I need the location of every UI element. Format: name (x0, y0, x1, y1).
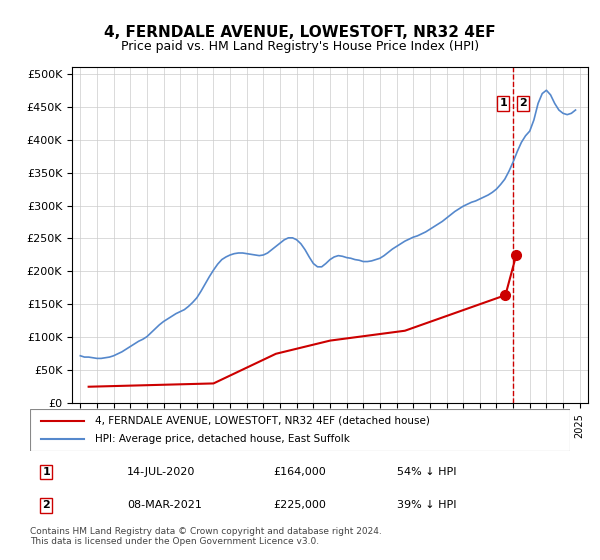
Text: £225,000: £225,000 (273, 501, 326, 510)
Text: 4, FERNDALE AVENUE, LOWESTOFT, NR32 4EF: 4, FERNDALE AVENUE, LOWESTOFT, NR32 4EF (104, 25, 496, 40)
Text: £164,000: £164,000 (273, 467, 326, 477)
Text: 54% ↓ HPI: 54% ↓ HPI (397, 467, 457, 477)
Text: 1: 1 (499, 99, 507, 109)
Text: HPI: Average price, detached house, East Suffolk: HPI: Average price, detached house, East… (95, 434, 350, 444)
Text: Contains HM Land Registry data © Crown copyright and database right 2024.
This d: Contains HM Land Registry data © Crown c… (30, 526, 382, 546)
Text: 08-MAR-2021: 08-MAR-2021 (127, 501, 202, 510)
Text: 1: 1 (43, 467, 50, 477)
Text: 2: 2 (43, 501, 50, 510)
Text: 4, FERNDALE AVENUE, LOWESTOFT, NR32 4EF (detached house): 4, FERNDALE AVENUE, LOWESTOFT, NR32 4EF … (95, 416, 430, 426)
Text: Price paid vs. HM Land Registry's House Price Index (HPI): Price paid vs. HM Land Registry's House … (121, 40, 479, 53)
Text: 14-JUL-2020: 14-JUL-2020 (127, 467, 196, 477)
Text: 2: 2 (519, 99, 527, 109)
FancyBboxPatch shape (30, 409, 570, 451)
Text: 39% ↓ HPI: 39% ↓ HPI (397, 501, 457, 510)
